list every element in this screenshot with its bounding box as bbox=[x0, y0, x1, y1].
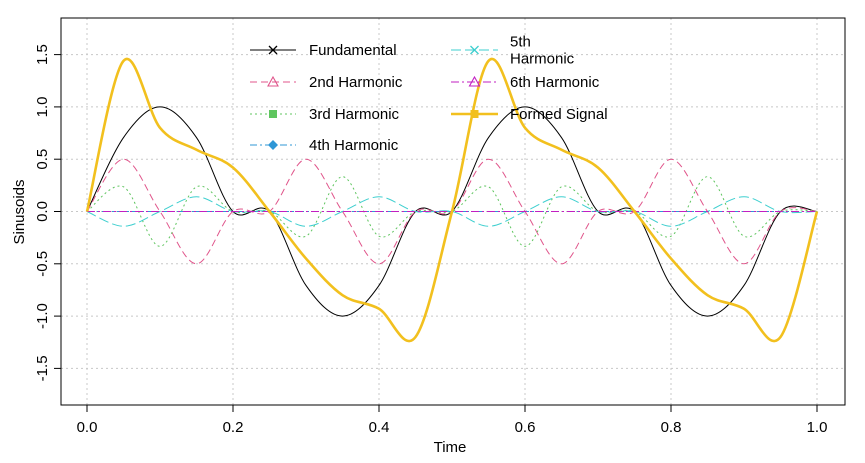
y-tick-label: 1.5 bbox=[34, 44, 51, 65]
x-tick-label: 1.0 bbox=[807, 419, 828, 436]
x-tick-label: 0.4 bbox=[369, 419, 390, 436]
x-tick-label: 0.6 bbox=[515, 419, 536, 436]
legend-marker-square-icon bbox=[269, 110, 277, 118]
legend-marker-cross-icon bbox=[268, 45, 278, 55]
legend-label: Formed Signal bbox=[510, 106, 608, 123]
y-axis: -1.5 -1.0 -0.5 0.0 0.5 1.0 1.5 bbox=[34, 44, 62, 381]
series-line-5th-harmonic bbox=[86, 196, 818, 227]
legend-item-2nd-harmonic: 2nd Harmonic bbox=[250, 74, 403, 91]
x-axis: 0.0 0.2 0.4 0.6 0.8 1.0 bbox=[77, 404, 828, 436]
y-axis-label: Sinusoids bbox=[11, 179, 28, 244]
legend-marker-triangle-icon bbox=[468, 75, 481, 87]
y-tick-label: -1.0 bbox=[34, 303, 51, 329]
y-tick-label: -1.5 bbox=[34, 355, 51, 381]
y-tick-label: 1.0 bbox=[34, 96, 51, 117]
legend-label: 6th Harmonic bbox=[510, 74, 600, 91]
legend: Fundamental 2nd Harmonic 3rd Harmonic 4th H… bbox=[250, 34, 608, 154]
x-tick-label: 0.8 bbox=[661, 419, 682, 436]
legend-item-formed-signal: Formed Signal bbox=[451, 106, 608, 123]
legend-item-5th-harmonic: 5th Harmonic bbox=[451, 34, 575, 68]
legend-item-fundamental: Fundamental bbox=[250, 42, 397, 59]
y-tick-label: 0.5 bbox=[34, 149, 51, 170]
series-layer bbox=[85, 57, 819, 343]
legend-label: 5th Harmonic bbox=[510, 34, 575, 68]
legend-marker-triangle-icon bbox=[267, 75, 279, 87]
legend-label: 3rd Harmonic bbox=[309, 106, 400, 123]
y-tick-label: -0.5 bbox=[34, 251, 51, 277]
series-line-formed-signal bbox=[85, 57, 819, 343]
x-tick-label: 0.2 bbox=[223, 419, 244, 436]
legend-item-6th-harmonic: 6th Harmonic bbox=[451, 74, 600, 91]
legend-marker-cross-icon bbox=[470, 45, 479, 55]
series-line-3rd-harmonic bbox=[86, 176, 818, 247]
y-tick-label: 0.0 bbox=[34, 201, 51, 222]
legend-item-4th-harmonic: 4th Harmonic bbox=[250, 137, 399, 154]
legend-label: Fundamental bbox=[309, 42, 397, 59]
legend-marker-diamond-icon bbox=[268, 140, 278, 150]
legend-label: 2nd Harmonic bbox=[309, 74, 403, 91]
legend-marker-square-icon bbox=[470, 110, 479, 118]
legend-label: 4th Harmonic bbox=[309, 137, 399, 154]
x-tick-label: 0.0 bbox=[77, 419, 98, 436]
legend-item-3rd-harmonic: 3rd Harmonic bbox=[250, 106, 400, 123]
x-axis-label: Time bbox=[434, 439, 467, 456]
